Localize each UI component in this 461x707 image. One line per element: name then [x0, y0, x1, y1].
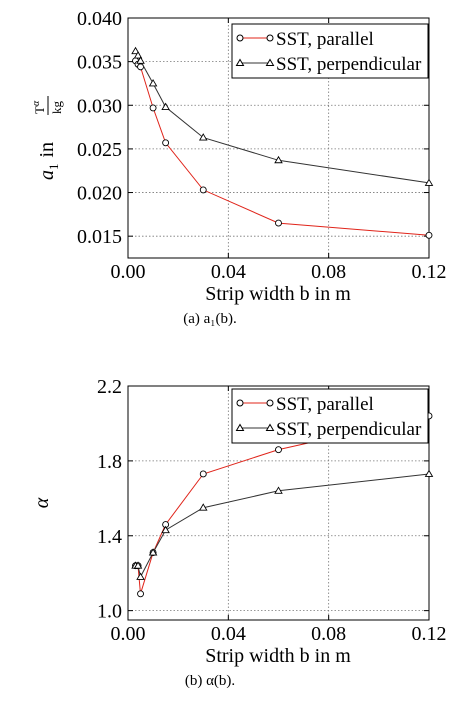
- data-point-parallel: [275, 219, 282, 227]
- x-tick-label: 0.08: [311, 623, 346, 645]
- y-tick-label: 0.015: [77, 226, 122, 248]
- legend-marker-perpendicular: [235, 58, 245, 66]
- data-point-perpendicular: [136, 56, 145, 64]
- data-point-perpendicular: [274, 486, 283, 494]
- x-tick-label: 0.04: [211, 261, 246, 283]
- plot-area-frame: [127, 17, 430, 259]
- data-point-perpendicular: [136, 572, 145, 580]
- y-axis-unit-denominator: kg: [49, 101, 64, 115]
- plot-area-frame: [127, 385, 430, 621]
- chart-a1-vs-b: 0.00 0.04 0.08 0.12 0.0150.0200.0250.0300.0…: [31, 8, 447, 327]
- y-axis-unit-numerator: Tα: [31, 100, 47, 114]
- y-tick-label: 1.8: [97, 451, 122, 473]
- y-tick-label: 0.035: [77, 52, 122, 74]
- series-layer: [131, 46, 434, 239]
- x-tick-label: 0.00: [111, 261, 146, 283]
- legend-box: [231, 388, 429, 444]
- y-tick-label: 0.025: [77, 139, 122, 161]
- legend-marker-parallel: [266, 399, 274, 407]
- legend-label-perpendicular: SST, perpendicular: [276, 419, 422, 440]
- legend-label-parallel: SST, parallel: [276, 29, 374, 50]
- series-line-parallel: [135, 60, 430, 236]
- x-axis-label: Strip width b in m: [205, 283, 351, 305]
- legend-marker-parallel: [266, 34, 274, 42]
- data-point-perpendicular: [133, 51, 143, 59]
- data-point-parallel: [199, 186, 207, 194]
- legend-marker-parallel: [236, 399, 244, 407]
- legend: SST, parallel SST, perpendicular: [231, 23, 429, 79]
- y-tick-label: 2.2: [97, 376, 122, 398]
- data-point-perpendicular: [424, 469, 434, 477]
- data-point-perpendicular: [131, 46, 140, 55]
- x-axis-ticks: 0.00 0.04 0.08 0.12: [111, 18, 447, 283]
- x-axis-label: Strip width b in m: [205, 645, 351, 667]
- y-tick-label: 0.020: [77, 183, 122, 205]
- x-axis-ticks: 0.00 0.04 0.08 0.12: [111, 386, 447, 645]
- x-tick-label: 0.08: [311, 261, 346, 283]
- legend-marker-perpendicular: [265, 58, 275, 66]
- data-point-perpendicular: [133, 561, 143, 569]
- x-tick-label: 0.00: [111, 623, 146, 645]
- legend: SST, parallel SST, perpendicular: [231, 388, 429, 444]
- data-point-perpendicular: [148, 548, 158, 556]
- y-axis-ticks: 1.0 1.4 1.8 2.2: [97, 376, 429, 623]
- x-tick-label: 0.04: [211, 623, 246, 645]
- series-line-parallel: [135, 415, 430, 594]
- y-axis-label-main: a1in: [36, 142, 61, 180]
- legend-marker-perpendicular: [265, 423, 275, 431]
- legend-marker-perpendicular: [235, 423, 245, 431]
- series-layer: [131, 412, 434, 598]
- legend-marker-parallel: [236, 34, 244, 42]
- y-axis-label: a1in Tα kg: [31, 96, 64, 180]
- data-point-perpendicular: [161, 525, 170, 534]
- x-tick-label: 0.12: [412, 261, 447, 283]
- x-tick-label: 0.12: [412, 623, 447, 645]
- y-tick-label: 0.040: [77, 8, 122, 30]
- caption-b: (b) α(b).: [185, 673, 235, 689]
- legend-label-perpendicular: SST, perpendicular: [276, 54, 422, 75]
- y-axis-label: α: [31, 497, 53, 508]
- data-point-perpendicular: [148, 79, 158, 87]
- data-point-perpendicular: [161, 102, 170, 110]
- data-point-parallel: [275, 446, 282, 454]
- data-point-parallel: [149, 104, 157, 112]
- caption-a: (a) a₁(b).: [183, 311, 237, 327]
- legend-label-parallel: SST, parallel: [276, 394, 374, 415]
- data-point-perpendicular: [198, 503, 208, 511]
- data-point-perpendicular: [198, 133, 208, 141]
- data-point-parallel: [162, 139, 170, 147]
- data-point-parallel: [199, 470, 207, 478]
- data-point-parallel: [425, 231, 433, 239]
- data-point-perpendicular: [424, 178, 434, 186]
- y-tick-label: 0.030: [77, 95, 122, 117]
- series-line-perpendicular: [135, 473, 430, 579]
- y-tick-label: 1.0: [97, 601, 122, 623]
- data-point-parallel: [137, 590, 144, 598]
- legend-box: [231, 23, 429, 79]
- y-tick-label: 1.4: [97, 526, 122, 548]
- chart-alpha-vs-b: 0.00 0.04 0.08 0.12 1.0 1.4 1.8 2.2 SST, paral…: [31, 376, 447, 689]
- data-point-perpendicular: [274, 155, 283, 164]
